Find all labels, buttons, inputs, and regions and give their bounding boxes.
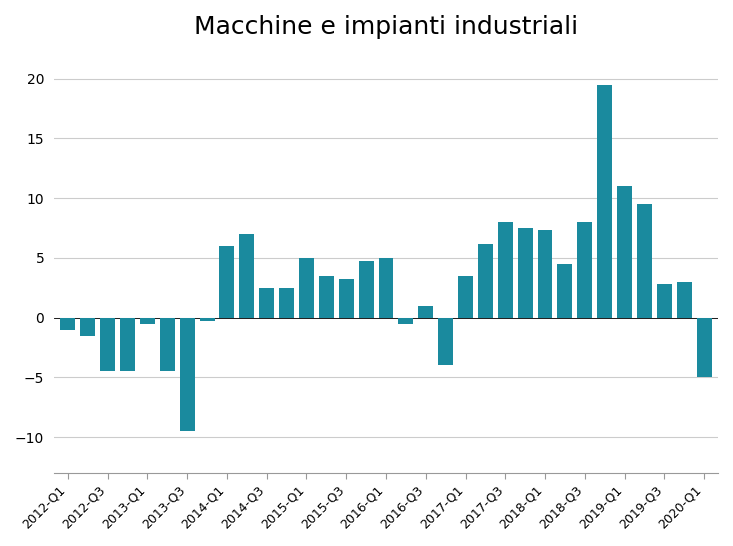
Bar: [578, 222, 592, 318]
Bar: [478, 244, 493, 318]
Bar: [458, 276, 473, 318]
Bar: [279, 288, 294, 318]
Bar: [617, 186, 632, 318]
Bar: [517, 228, 533, 318]
Bar: [498, 222, 512, 318]
Bar: [339, 280, 354, 318]
Bar: [259, 288, 274, 318]
Bar: [637, 204, 652, 318]
Bar: [558, 264, 572, 318]
Bar: [657, 284, 671, 318]
Bar: [358, 262, 374, 318]
Title: Macchine e impianti industriali: Macchine e impianti industriali: [194, 15, 578, 39]
Bar: [140, 318, 155, 324]
Bar: [696, 318, 712, 377]
Bar: [399, 318, 413, 324]
Bar: [60, 318, 75, 330]
Bar: [597, 85, 612, 318]
Bar: [120, 318, 135, 371]
Bar: [438, 318, 453, 365]
Bar: [240, 234, 254, 318]
Bar: [319, 276, 334, 318]
Bar: [81, 318, 95, 335]
Bar: [537, 230, 553, 318]
Bar: [419, 306, 433, 318]
Bar: [199, 318, 215, 321]
Bar: [180, 318, 195, 431]
Bar: [100, 318, 115, 371]
Bar: [378, 258, 394, 318]
Bar: [219, 246, 235, 318]
Bar: [677, 282, 692, 318]
Bar: [299, 258, 314, 318]
Bar: [160, 318, 174, 371]
